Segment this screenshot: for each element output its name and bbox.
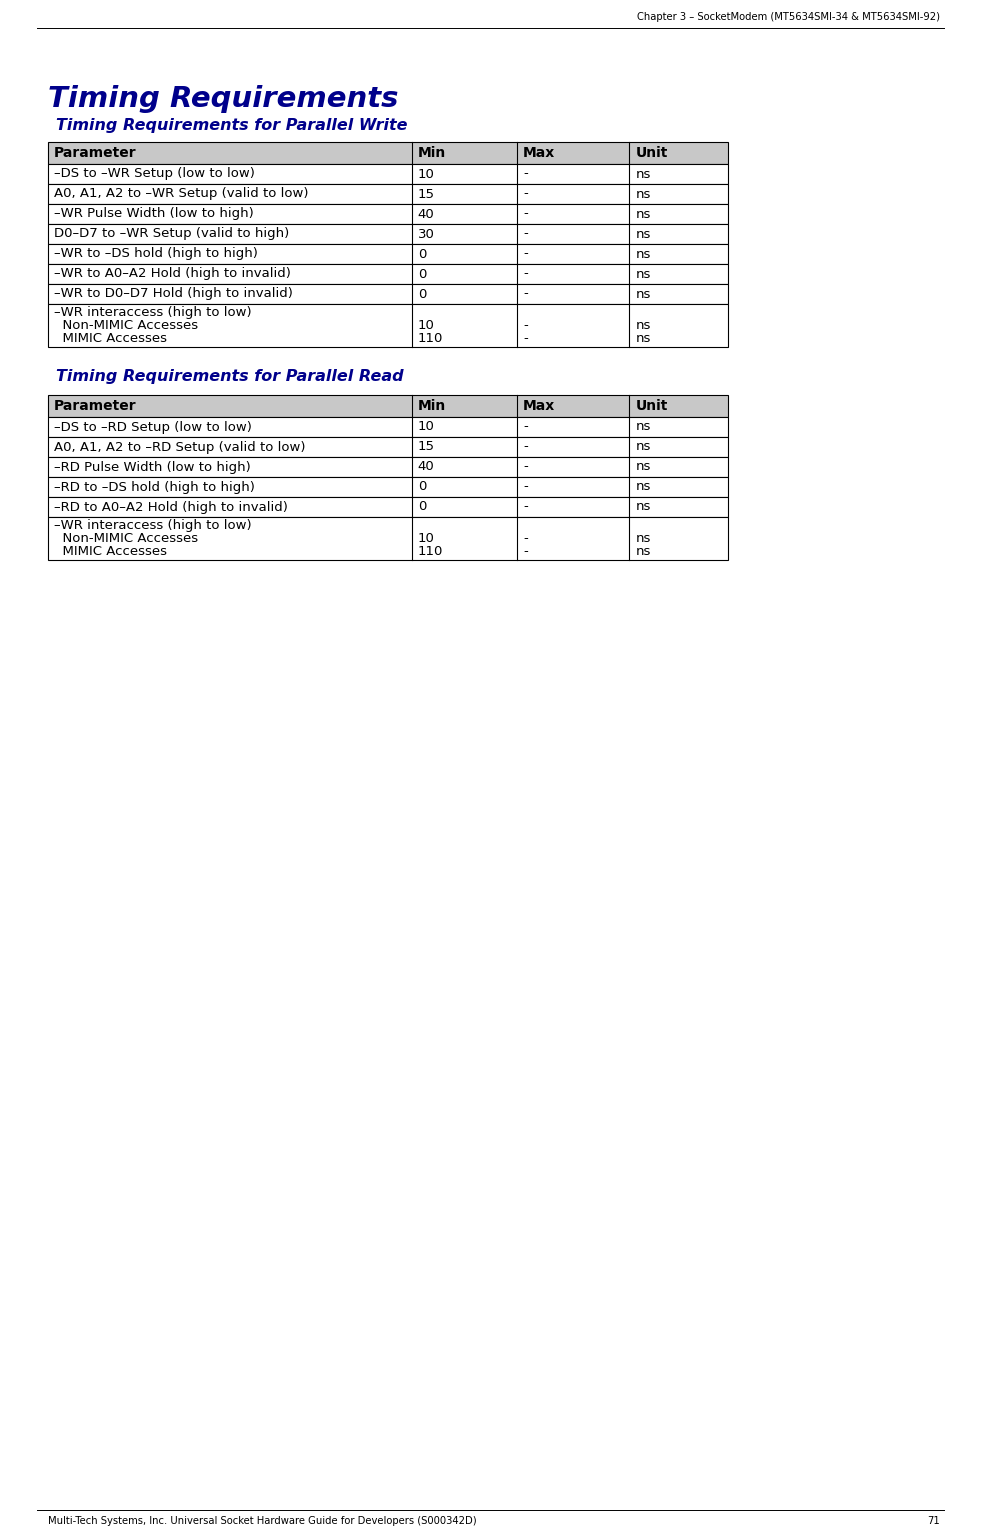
Text: -: - xyxy=(523,480,528,494)
Text: Non-MIMIC Accesses: Non-MIMIC Accesses xyxy=(54,532,198,544)
Text: A0, A1, A2 to –WR Setup (valid to low): A0, A1, A2 to –WR Setup (valid to low) xyxy=(54,188,308,200)
Bar xyxy=(48,517,728,560)
Text: 10: 10 xyxy=(418,320,435,332)
Text: -: - xyxy=(523,544,528,558)
Text: –DS to –RD Setup (low to low): –DS to –RD Setup (low to low) xyxy=(54,420,252,434)
Text: ns: ns xyxy=(636,268,650,280)
Text: -: - xyxy=(523,188,528,200)
Text: -: - xyxy=(523,268,528,280)
Text: -: - xyxy=(523,168,528,180)
Bar xyxy=(48,183,728,203)
Text: 71: 71 xyxy=(927,1515,940,1526)
Text: ns: ns xyxy=(636,228,650,240)
Text: Timing Requirements for Parallel Write: Timing Requirements for Parallel Write xyxy=(56,118,407,133)
Text: 40: 40 xyxy=(418,208,435,220)
Text: Parameter: Parameter xyxy=(54,145,136,161)
Text: MIMIC Accesses: MIMIC Accesses xyxy=(54,332,167,346)
Text: 0: 0 xyxy=(418,480,426,494)
Text: 0: 0 xyxy=(418,287,426,301)
Text: -: - xyxy=(523,500,528,514)
Bar xyxy=(48,245,728,265)
Text: Max: Max xyxy=(523,399,555,413)
Text: Min: Min xyxy=(418,145,446,161)
Text: 15: 15 xyxy=(418,188,435,200)
Text: -: - xyxy=(523,208,528,220)
Text: 0: 0 xyxy=(418,268,426,280)
Text: ns: ns xyxy=(636,287,650,301)
Text: -: - xyxy=(523,320,528,332)
Text: ns: ns xyxy=(636,440,650,454)
Bar xyxy=(48,394,728,417)
Text: 0: 0 xyxy=(418,500,426,514)
Text: –DS to –WR Setup (low to low): –DS to –WR Setup (low to low) xyxy=(54,168,255,180)
Text: -: - xyxy=(523,420,528,434)
Text: ns: ns xyxy=(636,208,650,220)
Text: Max: Max xyxy=(523,145,555,161)
Text: Unit: Unit xyxy=(636,145,668,161)
Bar xyxy=(48,203,728,225)
Text: MIMIC Accesses: MIMIC Accesses xyxy=(54,544,167,558)
Text: 10: 10 xyxy=(418,532,435,544)
Bar xyxy=(48,142,728,164)
Text: Unit: Unit xyxy=(636,399,668,413)
Text: ns: ns xyxy=(636,168,650,180)
Text: -: - xyxy=(523,532,528,544)
Text: Min: Min xyxy=(418,399,446,413)
Bar xyxy=(48,417,728,437)
Text: Timing Requirements: Timing Requirements xyxy=(48,86,398,113)
Text: A0, A1, A2 to –RD Setup (valid to low): A0, A1, A2 to –RD Setup (valid to low) xyxy=(54,440,305,454)
Text: ns: ns xyxy=(636,188,650,200)
Bar xyxy=(48,225,728,245)
Text: ns: ns xyxy=(636,544,650,558)
Text: Non-MIMIC Accesses: Non-MIMIC Accesses xyxy=(54,320,198,332)
Text: –WR to D0–D7 Hold (high to invalid): –WR to D0–D7 Hold (high to invalid) xyxy=(54,287,293,301)
Text: 0: 0 xyxy=(418,248,426,260)
Text: –WR to A0–A2 Hold (high to invalid): –WR to A0–A2 Hold (high to invalid) xyxy=(54,268,291,280)
Bar xyxy=(48,497,728,517)
Text: ns: ns xyxy=(636,332,650,346)
Text: ns: ns xyxy=(636,500,650,514)
Text: ns: ns xyxy=(636,320,650,332)
Bar xyxy=(48,437,728,457)
Text: –RD to A0–A2 Hold (high to invalid): –RD to A0–A2 Hold (high to invalid) xyxy=(54,500,287,514)
Bar xyxy=(48,304,728,347)
Text: Multi-Tech Systems, Inc. Universal Socket Hardware Guide for Developers (S000342: Multi-Tech Systems, Inc. Universal Socke… xyxy=(48,1515,477,1526)
Text: Timing Requirements for Parallel Read: Timing Requirements for Parallel Read xyxy=(56,368,403,384)
Bar xyxy=(48,477,728,497)
Text: –WR Pulse Width (low to high): –WR Pulse Width (low to high) xyxy=(54,208,254,220)
Text: 30: 30 xyxy=(418,228,435,240)
Text: –WR to –DS hold (high to high): –WR to –DS hold (high to high) xyxy=(54,248,258,260)
Text: ns: ns xyxy=(636,248,650,260)
Text: -: - xyxy=(523,332,528,346)
Bar xyxy=(48,284,728,304)
Text: 110: 110 xyxy=(418,332,443,346)
Text: Chapter 3 – SocketModem (MT5634SMI-34 & MT5634SMI-92): Chapter 3 – SocketModem (MT5634SMI-34 & … xyxy=(637,12,940,21)
Bar xyxy=(48,164,728,183)
Text: –RD to –DS hold (high to high): –RD to –DS hold (high to high) xyxy=(54,480,255,494)
Text: D0–D7 to –WR Setup (valid to high): D0–D7 to –WR Setup (valid to high) xyxy=(54,228,289,240)
Text: ns: ns xyxy=(636,532,650,544)
Bar xyxy=(48,265,728,284)
Bar xyxy=(48,457,728,477)
Text: 110: 110 xyxy=(418,544,443,558)
Text: ns: ns xyxy=(636,480,650,494)
Text: 10: 10 xyxy=(418,168,435,180)
Text: –WR interaccess (high to low): –WR interaccess (high to low) xyxy=(54,518,251,532)
Text: 40: 40 xyxy=(418,460,435,474)
Text: -: - xyxy=(523,228,528,240)
Text: -: - xyxy=(523,287,528,301)
Text: ns: ns xyxy=(636,460,650,474)
Text: 10: 10 xyxy=(418,420,435,434)
Text: ns: ns xyxy=(636,420,650,434)
Text: –RD Pulse Width (low to high): –RD Pulse Width (low to high) xyxy=(54,460,251,474)
Text: –WR interaccess (high to low): –WR interaccess (high to low) xyxy=(54,306,251,320)
Text: 15: 15 xyxy=(418,440,435,454)
Text: -: - xyxy=(523,248,528,260)
Text: -: - xyxy=(523,440,528,454)
Text: -: - xyxy=(523,460,528,474)
Text: Parameter: Parameter xyxy=(54,399,136,413)
